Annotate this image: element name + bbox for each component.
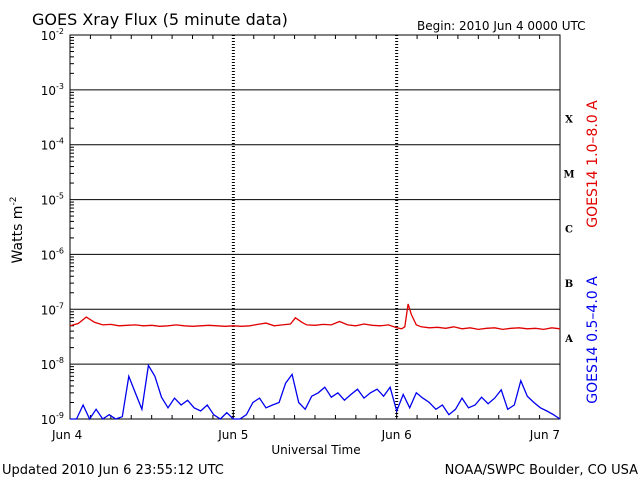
flare-class-labels: X M C B A	[563, 115, 574, 345]
flare-class-label: X	[565, 115, 573, 126]
begin-time: Begin: 2010 Jun 4 0000 UTC	[417, 19, 586, 33]
x-axis-ticks: Jun 4 Jun 5 Jun 6 Jun 7	[51, 35, 561, 442]
y-tick-label: 10-7	[41, 301, 64, 317]
flare-class-label: A	[564, 334, 573, 345]
y-tick-label: 10-5	[41, 192, 64, 208]
y-tick-label: 10-3	[41, 82, 64, 98]
y-tick-label: 10-6	[41, 246, 64, 262]
y-tick-label: 10-8	[41, 356, 64, 372]
y-axis-ticks: 10-2 10-3 10-4 10-5 10-6 10-7 10-8 10-9	[41, 27, 74, 427]
updated-time: Updated 2010 Jun 6 23:55:12 UTC	[2, 463, 224, 478]
series-line-short	[70, 363, 561, 421]
x-tick-label: Jun 5	[217, 428, 248, 442]
x-tick-label: Jun 6	[381, 428, 412, 442]
series-line-long	[69, 303, 561, 331]
source-credit: NOAA/SWPC Boulder, CO USA	[445, 463, 638, 478]
x-tick-label: Jun 7	[529, 428, 560, 442]
y-tick-label: 10-2	[41, 27, 64, 43]
x-axis-label: Universal Time	[271, 443, 360, 457]
plot-frame	[69, 34, 561, 420]
legend-short: GOES14 0.5–4.0 A	[585, 276, 601, 404]
flare-class-label: M	[563, 169, 574, 180]
y-tick-label: 10-4	[41, 137, 64, 153]
x-tick-label: Jun 4	[51, 428, 82, 442]
y-axis-label: Watts m-2	[9, 197, 26, 264]
y-tick-label: 10-9	[41, 411, 64, 427]
flare-class-label: B	[565, 279, 573, 290]
chart-title: GOES Xray Flux (5 minute data)	[32, 10, 288, 29]
gridlines	[70, 34, 560, 420]
flare-class-label: C	[565, 224, 573, 235]
legend-long: GOES14 1.0–8.0 A	[585, 100, 601, 228]
